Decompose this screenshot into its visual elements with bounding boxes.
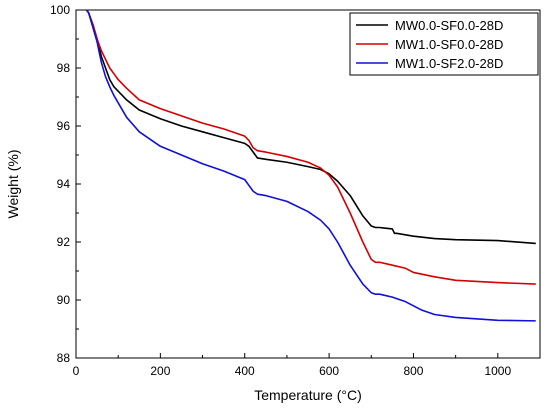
y-tick-label: 98 <box>57 61 71 75</box>
x-tick-label: 400 <box>235 364 255 378</box>
y-axis-title: Weight (%) <box>5 150 21 219</box>
series-line-2 <box>85 9 536 285</box>
x-tick-label: 0 <box>73 364 80 378</box>
y-tick-label: 90 <box>57 293 71 307</box>
y-tick-label: 88 <box>57 351 71 365</box>
x-tick-label: 1000 <box>484 364 511 378</box>
legend: MW0.0-SF0.0-28D MW1.0-SF0.0-28D MW1.0-SF2.… <box>349 12 539 76</box>
series-line-3 <box>85 9 536 322</box>
x-tick-label: 600 <box>319 364 339 378</box>
legend-label-1: MW0.0-SF0.0-28D <box>395 18 503 33</box>
axis-ticks: 0 200 400 600 800 1000 88 90 92 94 96 98 100 <box>50 3 512 378</box>
x-axis-title: Temperature (°C) <box>254 387 362 403</box>
x-tick-label: 200 <box>150 364 170 378</box>
legend-label-3: MW1.0-SF2.0-28D <box>395 56 503 71</box>
y-tick-label: 92 <box>57 235 71 249</box>
series-line-1 <box>85 9 536 245</box>
y-tick-label: 94 <box>57 177 71 191</box>
x-tick-label: 800 <box>403 364 423 378</box>
series-lines <box>85 9 536 322</box>
legend-label-2: MW1.0-SF0.0-28D <box>395 37 503 52</box>
y-tick-label: 96 <box>57 119 71 133</box>
y-tick-label: 100 <box>50 3 70 17</box>
